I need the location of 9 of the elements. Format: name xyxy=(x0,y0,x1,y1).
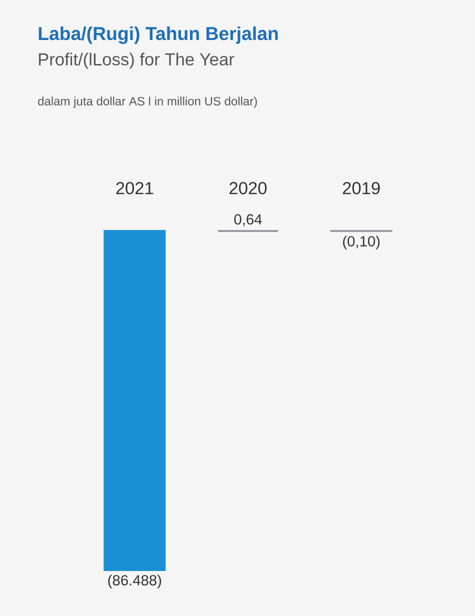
x-tick-label: 2021 xyxy=(116,182,154,194)
x-tick-label: 2020 xyxy=(230,182,267,194)
data-label: (86.488) xyxy=(108,574,162,588)
chart-title: Laba/(Rugi) Tahun Berjalan xyxy=(39,26,278,44)
text: dalam juta dollar AS l in million US dollar) xyxy=(38,96,258,108)
x-tick-label: 2019 xyxy=(343,182,380,194)
chart-subtitle: Profit/(lLoss) for The Year xyxy=(39,52,234,69)
data-label: 0,64 xyxy=(234,214,262,226)
data-label: (0,10) xyxy=(343,236,380,250)
